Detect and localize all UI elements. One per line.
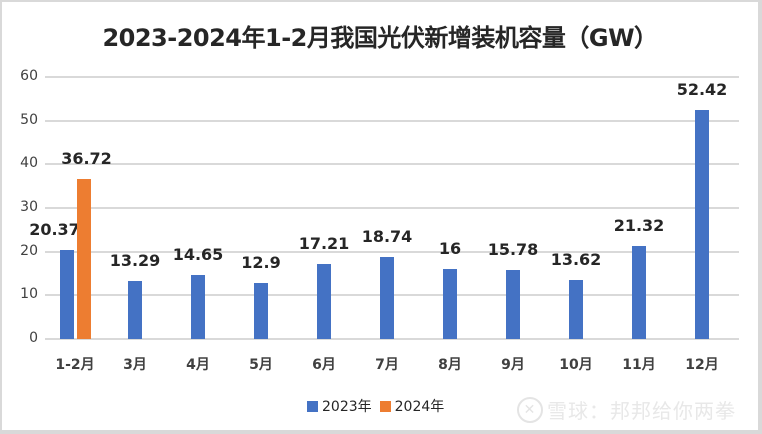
watermark: ✕ 雪球：邦邦给你两拳 [517, 395, 736, 424]
bar-2023年-7月 [380, 257, 394, 339]
y-tick-label: 50 [20, 111, 38, 128]
x-tick-label: 6月 [312, 357, 336, 373]
bar-2023年-12月 [695, 110, 709, 339]
gridline [45, 207, 739, 209]
data-label: 17.21 [298, 233, 350, 253]
x-tick-label: 3月 [123, 357, 147, 373]
data-label: 21.32 [613, 215, 665, 235]
legend-label: 2023年 [322, 399, 372, 415]
legend-swatch-icon [307, 400, 318, 412]
bar-2023年-5月 [254, 282, 268, 339]
data-label: 12.9 [241, 252, 281, 272]
legend-item: 2023年 [307, 396, 372, 416]
bar-2023年-3月 [128, 280, 142, 339]
gridline [45, 119, 739, 122]
data-label: 36.72 [61, 148, 112, 168]
gridline [45, 163, 739, 166]
x-tick-label: 5月 [249, 357, 273, 373]
bar-2023年-9月 [506, 270, 520, 339]
bar-2023年-11月 [632, 245, 646, 339]
chart-frame: 2023-2024年1-2月我国光伏新增装机容量（GW） 0 10 20 30 40 50… [2, 2, 758, 430]
x-tick-label: 12月 [685, 357, 719, 373]
data-label: 52.42 [676, 80, 728, 100]
data-label: 18.74 [361, 227, 413, 247]
data-label: 15.78 [487, 240, 539, 260]
x-tick-label: 10月 [559, 357, 593, 373]
gridline [45, 76, 739, 78]
bar-2023年-10月 [569, 279, 583, 339]
x-tick-label: 9月 [501, 357, 525, 373]
snowball-logo-icon: ✕ [517, 396, 543, 423]
bar-2023年-1-2月 [59, 250, 74, 339]
bar-2024年-1-2月 [76, 178, 91, 339]
data-label: 13.62 [550, 249, 602, 269]
bar-2023年-4月 [191, 275, 205, 339]
legend-label: 2024年 [394, 399, 445, 415]
bar-2023年-8月 [443, 269, 457, 339]
x-tick-label: 4月 [186, 357, 210, 373]
y-tick-label: 20 [20, 242, 38, 259]
data-label: 20.37 [29, 220, 80, 240]
gridline [45, 250, 739, 253]
x-tick-label: 11月 [622, 357, 656, 373]
gridline [45, 338, 739, 340]
legend-item: 2024年 [379, 396, 445, 416]
chart-title: 2023-2024年1-2月我国光伏新增装机容量（GW） [102, 24, 658, 52]
y-tick-label: 10 [20, 286, 38, 303]
y-tick-label: 60 [20, 68, 38, 84]
x-tick-label: 1-2月 [55, 357, 95, 373]
y-tick-label: 40 [20, 155, 38, 172]
data-label: 16 [438, 239, 462, 259]
watermark-text: 雪球：邦邦给你两拳 [547, 399, 736, 423]
data-label: 14.65 [172, 245, 224, 265]
y-tick-label: 30 [20, 199, 38, 215]
legend-swatch-icon [379, 400, 391, 412]
x-tick-label: 7月 [375, 357, 399, 373]
chart-legend: 2023年 2024年 [307, 396, 446, 416]
y-tick-label: 0 [29, 330, 38, 346]
plot-area: 0 10 20 30 40 50 60 20.37 36.72 1-2月 13.29 3月 14.65 4… [2, 2, 758, 430]
bar-2023年-6月 [317, 263, 331, 339]
x-tick-label: 8月 [438, 357, 462, 373]
data-label: 13.29 [109, 250, 161, 270]
